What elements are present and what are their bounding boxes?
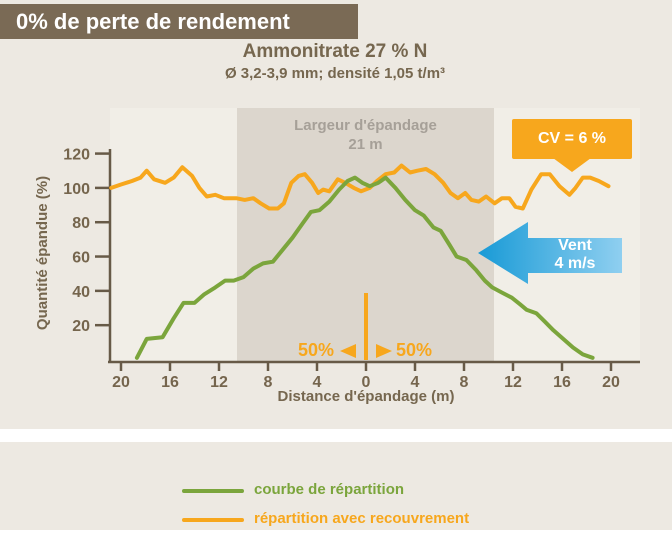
x-tick-label: 8	[264, 374, 273, 391]
banner-label: 0% de perte de rendement	[16, 9, 290, 34]
y-tick-label: 80	[72, 215, 90, 232]
cv-badge: CV = 6 %	[512, 119, 632, 159]
legend-swatch-overlap	[182, 518, 244, 522]
bottom-white-strip	[0, 530, 672, 534]
x-tick-label: 8	[460, 374, 469, 391]
y-tick-label: 60	[72, 250, 90, 267]
white-divider-band	[0, 429, 672, 442]
x-tick-label: 0	[362, 374, 371, 391]
y-axis-label: Quantité épandue (%)	[34, 175, 51, 331]
x-tick-label: 20	[602, 374, 620, 391]
wind-arrow	[478, 222, 622, 284]
x-tick-label: 20	[112, 374, 130, 391]
cv-badge-label: CV = 6 %	[537, 130, 607, 147]
wind-label-line2: 4 m/s	[554, 255, 596, 272]
fifty-percent-right-label: 50%	[396, 340, 433, 360]
x-axis-label: Distance d'épandage (m)	[277, 388, 455, 405]
x-tick-label: 12	[504, 374, 522, 391]
legend-swatch-green	[182, 489, 244, 493]
y-tick-label: 20	[72, 318, 90, 335]
fifty-percent-left-label: 50%	[297, 340, 334, 360]
chart-title: Ammonitrate 27 % N	[242, 41, 428, 62]
x-tick-label: 4	[411, 374, 420, 391]
legend-label-distribution-curve: courbe de répartition	[254, 481, 405, 498]
right-arrow-icon	[376, 344, 392, 358]
wind-label-line1: Vent	[558, 237, 592, 254]
y-tick-label: 120	[63, 147, 90, 164]
chart-subtitle: Ø 3,2-3,9 mm; densité 1,05 t/m³	[224, 65, 446, 82]
x-tick-label: 16	[553, 374, 571, 391]
overlap-distribution-curve	[109, 163, 611, 211]
x-tick-label: 12	[210, 374, 228, 391]
spread-band-label-line2: 21 m	[348, 136, 383, 153]
cv-badge-pointer	[553, 158, 591, 172]
wind-arrow-svg	[478, 222, 622, 284]
left-arrow-icon	[340, 344, 356, 358]
y-tick-label: 100	[63, 181, 90, 198]
spread-band-label: Largeur d'épandage 21 m	[237, 116, 494, 154]
banner: 0% de perte de rendement	[0, 4, 358, 39]
x-tick-label: 16	[161, 374, 179, 391]
x-tick-label: 4	[313, 374, 322, 391]
legend-label-overlap-distribution: répartition avec recouvrement	[254, 510, 470, 527]
distribution-curve	[134, 175, 595, 360]
y-tick-label: 40	[72, 284, 90, 301]
spread-band-label-line1: Largeur d'épandage	[294, 117, 437, 134]
